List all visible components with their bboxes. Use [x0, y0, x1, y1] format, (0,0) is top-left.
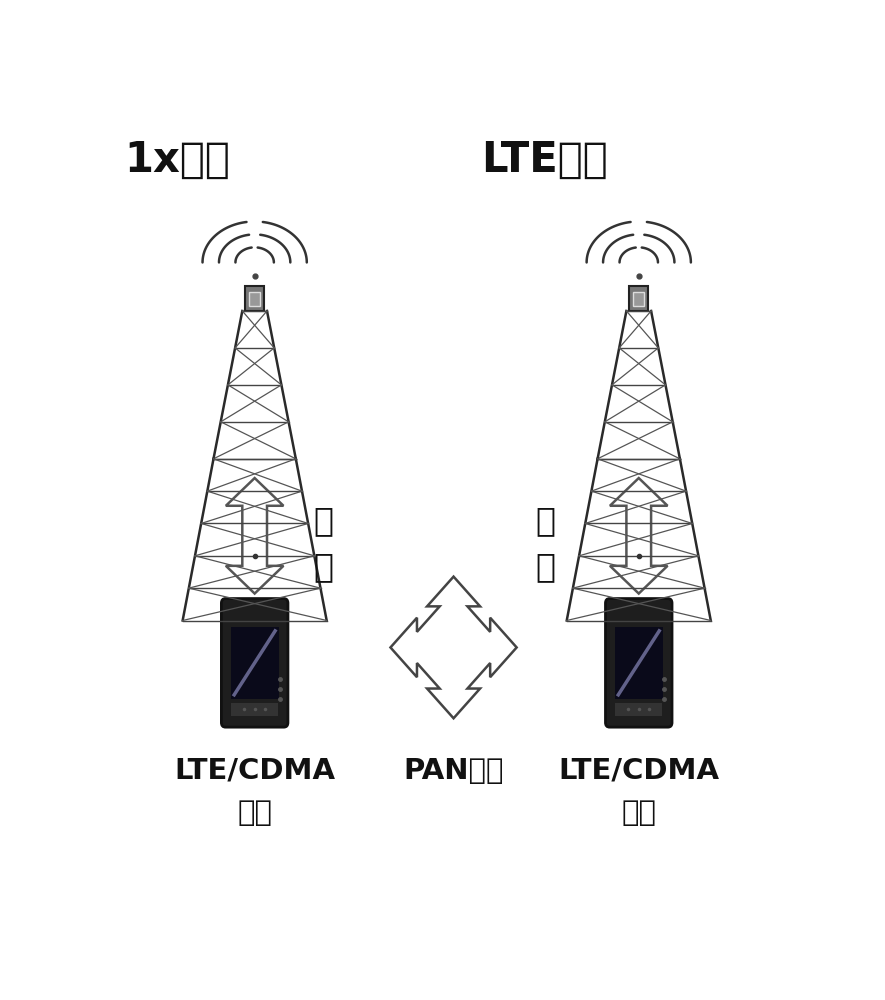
Text: LTE/CDMA: LTE/CDMA	[174, 757, 335, 785]
Bar	[629, 286, 649, 311]
Bar	[245, 286, 265, 311]
Text: 册: 册	[536, 550, 556, 583]
Bar	[250, 292, 260, 306]
Bar	[634, 292, 644, 306]
Bar	[231, 703, 278, 716]
Text: 1x网络: 1x网络	[124, 139, 230, 181]
Polygon shape	[610, 478, 667, 594]
FancyBboxPatch shape	[605, 599, 672, 727]
Bar	[615, 703, 662, 716]
Text: LTE/CDMA: LTE/CDMA	[558, 757, 720, 785]
FancyBboxPatch shape	[221, 599, 288, 727]
Polygon shape	[390, 577, 517, 718]
Text: 终端: 终端	[621, 799, 657, 827]
Text: PAN网络: PAN网络	[404, 757, 504, 785]
Text: 注: 注	[536, 504, 556, 537]
Polygon shape	[226, 478, 283, 594]
Text: 终端: 终端	[237, 799, 273, 827]
Text: LTE网络: LTE网络	[481, 139, 608, 181]
Bar	[231, 627, 279, 699]
Text: 注: 注	[313, 504, 333, 537]
Text: 册: 册	[313, 550, 333, 583]
Bar	[615, 627, 663, 699]
